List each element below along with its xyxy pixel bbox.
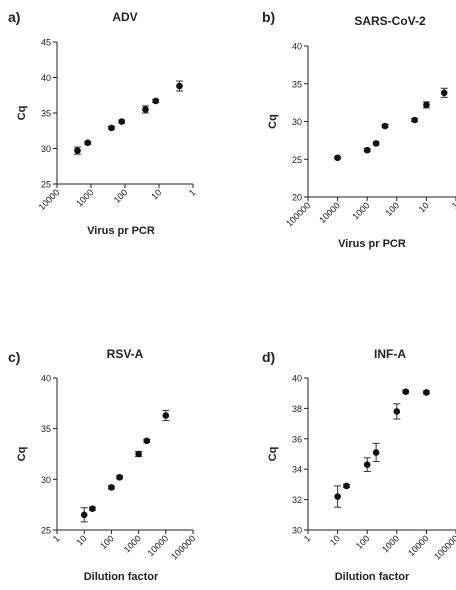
- y-tick-label: 25: [292, 155, 302, 165]
- data-point: [152, 97, 160, 105]
- data-point: [142, 106, 149, 113]
- data-point: [74, 147, 81, 154]
- y-tick-label: 36: [292, 434, 302, 444]
- data-point: [381, 122, 389, 130]
- x-tick-label: 1000: [350, 200, 371, 221]
- x-axis-label: Dilution factor: [335, 571, 410, 583]
- panel-b: b) SARS-CoV-2 20 25 30 35 40 100000 10000 1000 100…: [262, 9, 456, 250]
- x-axis-label: Virus pr PCR: [338, 238, 406, 250]
- x-tick-label: 100000: [169, 533, 197, 561]
- data-point: [334, 493, 341, 500]
- y-tick-label: 35: [292, 79, 302, 89]
- data-point: [108, 484, 115, 491]
- x-tick-label: 10: [417, 200, 431, 214]
- x-tick-label: 100: [354, 533, 372, 551]
- data-point: [423, 101, 430, 109]
- chart-title: INF-A: [374, 347, 406, 361]
- y-tick-label: 35: [41, 424, 51, 434]
- y-axis-label: Cq: [16, 106, 28, 121]
- y-tick-label: 30: [292, 117, 302, 127]
- panel-letter: c): [8, 349, 20, 365]
- y-tick-label: 25: [41, 526, 51, 536]
- y-tick-label: 20: [292, 193, 302, 203]
- y-tick-label: 30: [292, 526, 302, 536]
- data-point: [176, 82, 183, 90]
- x-tick-label: 1000: [74, 187, 95, 208]
- data-point: [363, 146, 371, 154]
- x-axis-label: Dilution factor: [84, 571, 159, 583]
- data-point: [423, 389, 430, 396]
- x-tick-label: 100000: [284, 200, 312, 228]
- y-tick-label: 32: [292, 495, 302, 505]
- x-tick-label: 1000: [380, 533, 401, 554]
- chart-title: RSV-A: [107, 347, 144, 361]
- x-tick-label: 10000: [37, 187, 62, 212]
- x-tick-label: 1: [187, 187, 198, 198]
- data-point: [108, 124, 115, 132]
- panel-letter: a): [8, 9, 20, 25]
- data-point: [118, 118, 126, 125]
- x-tick-label: 10: [328, 533, 342, 547]
- data-point: [363, 461, 371, 468]
- y-tick-label: 40: [292, 42, 302, 52]
- y-tick-label: 40: [41, 374, 51, 384]
- x-tick-label: 10000: [406, 533, 431, 558]
- data-point: [411, 116, 418, 124]
- data-point: [162, 412, 170, 419]
- y-tick-label: 30: [41, 475, 51, 485]
- panel-d: d) INF-A 30 32 34 36 38 40 1 10 100 1000 10000 100000…: [262, 347, 456, 583]
- x-tick-label: 1000: [122, 533, 143, 554]
- data-point: [143, 437, 151, 445]
- data-point: [84, 139, 92, 147]
- x-tick-label: 10000: [145, 533, 170, 558]
- x-tick-label: 10: [74, 533, 88, 547]
- panel-a: a) ADV 25 30 35 40 45 10000 1000 100 10 1 Virus pr P…: [8, 9, 197, 237]
- panel-letter: d): [262, 349, 275, 365]
- y-axis-label: Cq: [267, 114, 279, 129]
- x-tick-label: 10: [149, 187, 163, 201]
- data-point: [135, 450, 142, 458]
- data-point: [393, 408, 401, 415]
- y-tick-label: 35: [41, 109, 51, 119]
- x-tick-label: 100: [112, 187, 130, 205]
- y-tick-label: 34: [292, 465, 302, 475]
- y-tick-label: 40: [292, 374, 302, 384]
- data-point: [372, 449, 380, 456]
- data-point: [402, 388, 410, 395]
- y-tick-label: 25: [41, 180, 51, 190]
- x-tick-label: 1: [450, 200, 456, 211]
- y-tick-label: 30: [41, 144, 51, 154]
- data-point: [343, 482, 350, 490]
- data-point: [116, 474, 123, 481]
- y-axis-label: Cq: [267, 447, 279, 462]
- data-point: [334, 154, 341, 162]
- x-tick-label: 100: [384, 200, 402, 218]
- x-tick-label: 10000: [317, 200, 342, 225]
- x-tick-label: 100000: [432, 533, 456, 561]
- data-point: [440, 89, 448, 97]
- y-tick-label: 38: [292, 404, 302, 414]
- panel-letter: b): [262, 9, 275, 25]
- x-tick-label: 1: [302, 533, 313, 544]
- data-point: [89, 505, 96, 513]
- chart-title: ADV: [112, 10, 137, 24]
- x-tick-label: 100: [98, 533, 116, 551]
- y-axis-label: Cq: [16, 447, 28, 462]
- x-tick-label: 1: [51, 533, 62, 544]
- x-axis-label: Virus pr PCR: [87, 225, 155, 237]
- chart-title: SARS-CoV-2: [354, 14, 426, 28]
- y-tick-label: 45: [41, 38, 51, 48]
- data-point: [372, 140, 380, 147]
- data-point: [80, 511, 88, 519]
- y-tick-label: 40: [41, 73, 51, 83]
